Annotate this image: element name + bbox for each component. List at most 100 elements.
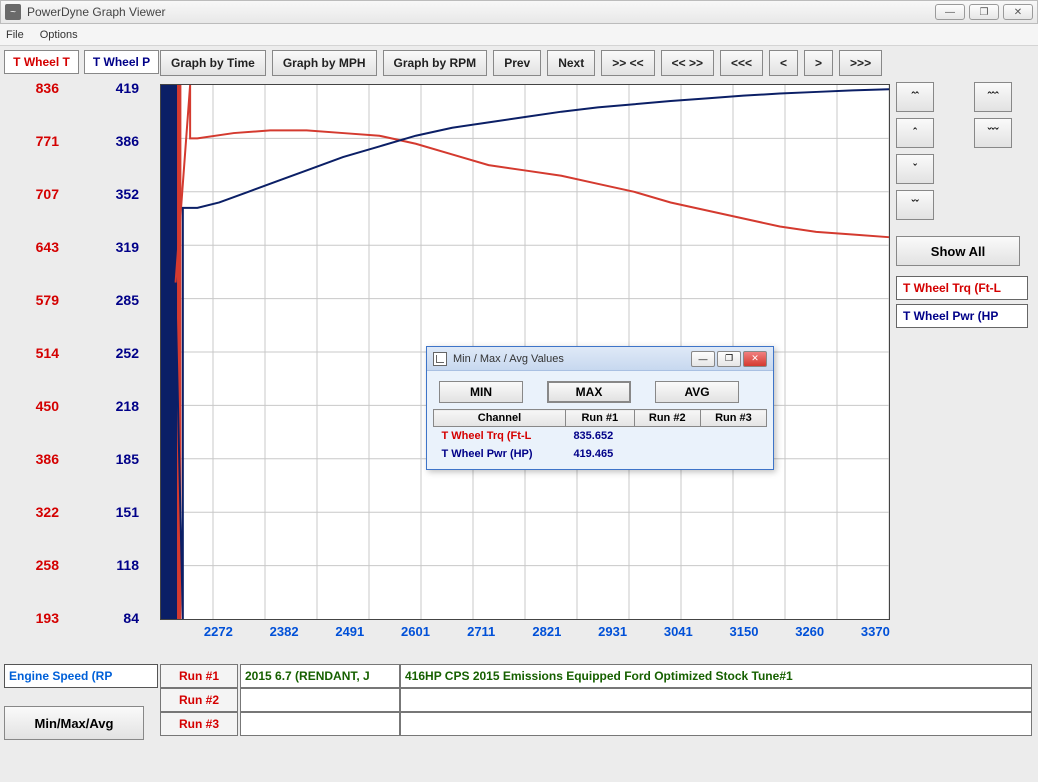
x-tick: 3260 (795, 624, 824, 639)
min-max-avg-popup: Min / Max / Avg Values — ❐ ✕ MIN MAX AVG C… (426, 346, 774, 470)
runs-footer: Engine Speed (RP Min/Max/Avg Run #1Run #… (4, 664, 1032, 740)
y-tick-torque: 386 (4, 451, 59, 467)
x-tick: 3041 (664, 624, 693, 639)
zoom-y-fast-button-1[interactable]: ˇˇˇ (974, 118, 1012, 148)
y-tick-torque: 579 (4, 292, 59, 308)
popup-icon (433, 352, 447, 366)
toolbar-button-4[interactable]: Next (547, 50, 595, 76)
x-tick: 2821 (532, 624, 561, 639)
y-tick-power: 84 (84, 610, 139, 626)
show-all-button[interactable]: Show All (896, 236, 1020, 266)
zoom-y-button-0[interactable]: ˆˆ (896, 82, 934, 112)
y-axis-area: T Wheel T T Wheel P 836 419 771 386 707 352 64… (4, 50, 159, 638)
chart-area: Graph by TimeGraph by MPHGraph by RPMPre… (160, 50, 890, 638)
y-tick-power: 419 (84, 80, 139, 96)
run2-vehicle (240, 688, 400, 712)
y-tick-torque: 193 (4, 610, 59, 626)
menubar: File Options (0, 24, 1038, 46)
popup-col-header: Run #1 (565, 410, 634, 427)
run2-tune (400, 688, 1032, 712)
run3-vehicle (240, 712, 400, 736)
popup-col-header: Channel (434, 410, 566, 427)
y-tick-power: 252 (84, 345, 139, 361)
y-tick-torque: 450 (4, 398, 59, 414)
popup-value-run1: 419.465 (565, 445, 634, 463)
toolbar-button-3[interactable]: Prev (493, 50, 541, 76)
run3-tune (400, 712, 1032, 736)
toolbar-button-9[interactable]: > (804, 50, 833, 76)
popup-close-button[interactable]: ✕ (743, 351, 767, 367)
window-close-button[interactable]: ✕ (1003, 4, 1033, 20)
window-minimize-button[interactable]: — (935, 4, 965, 20)
y-tick-power: 285 (84, 292, 139, 308)
popup-col-header: Run #3 (700, 410, 766, 427)
run1-vehicle: 2015 6.7 (RENDANT, J (240, 664, 400, 688)
run-label-2[interactable]: Run #2 (160, 688, 238, 712)
x-axis-label-box[interactable]: Engine Speed (RP (4, 664, 158, 688)
popup-col-header: Run #2 (634, 410, 700, 427)
window-title: PowerDyne Graph Viewer (27, 5, 166, 19)
y-tick-power: 151 (84, 504, 139, 520)
graph-toolbar: Graph by TimeGraph by MPHGraph by RPMPre… (160, 50, 890, 78)
y-axis-header-torque[interactable]: T Wheel T (4, 50, 79, 74)
y-tick-power: 118 (84, 557, 139, 573)
x-tick: 2382 (270, 624, 299, 639)
y-tick-torque: 322 (4, 504, 59, 520)
y-tick-torque: 643 (4, 239, 59, 255)
torque-series (176, 85, 889, 283)
x-tick: 2491 (335, 624, 364, 639)
x-tick: 3150 (730, 624, 759, 639)
min-max-avg-button[interactable]: Min/Max/Avg (4, 706, 144, 740)
toolbar-button-2[interactable]: Graph by RPM (383, 50, 488, 76)
toolbar-button-0[interactable]: Graph by Time (160, 50, 266, 76)
popup-channel: T Wheel Pwr (HP) (434, 445, 566, 463)
popup-minimize-button[interactable]: — (691, 351, 715, 367)
menu-file[interactable]: File (6, 29, 24, 41)
y-tick-torque: 836 (4, 80, 59, 96)
toolbar-button-8[interactable]: < (769, 50, 798, 76)
popup-tab-max[interactable]: MAX (547, 381, 631, 403)
zoom-y-button-3[interactable]: ˇˇ (896, 190, 934, 220)
run-label-1[interactable]: Run #1 (160, 664, 238, 688)
y-tick-power: 185 (84, 451, 139, 467)
right-controls: ˆˆˆˇˇˇ ˆˆˆˇˇˇ Show All T Wheel Trq (Ft-L… (896, 82, 1034, 328)
popup-tab-avg[interactable]: AVG (655, 381, 739, 403)
y-tick-power: 386 (84, 133, 139, 149)
popup-value-run1: 835.652 (565, 427, 634, 446)
popup-title: Min / Max / Avg Values (453, 353, 564, 365)
popup-maximize-button[interactable]: ❐ (717, 351, 741, 367)
y-tick-power: 319 (84, 239, 139, 255)
toolbar-button-10[interactable]: >>> (839, 50, 882, 76)
popup-channel: T Wheel Trq (Ft-L (434, 427, 566, 446)
y-tick-torque: 771 (4, 133, 59, 149)
toolbar-button-5[interactable]: >> << (601, 50, 654, 76)
y-tick-power: 352 (84, 186, 139, 202)
x-axis-labels: 2272 2382 2491 2601 2711 2821 2931 3041 3150 3260… (160, 624, 890, 642)
toolbar-button-6[interactable]: << >> (661, 50, 714, 76)
legend-torque[interactable]: T Wheel Trq (Ft-L (896, 276, 1028, 300)
x-tick: 2931 (598, 624, 627, 639)
x-tick: 2601 (401, 624, 430, 639)
y-tick-torque: 514 (4, 345, 59, 361)
x-tick: 2711 (467, 624, 495, 639)
app-icon (5, 4, 21, 20)
x-tick: 3370 (861, 624, 890, 639)
toolbar-button-1[interactable]: Graph by MPH (272, 50, 377, 76)
window-maximize-button[interactable]: ❐ (969, 4, 999, 20)
popup-titlebar[interactable]: Min / Max / Avg Values — ❐ ✕ (427, 347, 773, 371)
y-tick-torque: 707 (4, 186, 59, 202)
legend-power[interactable]: T Wheel Pwr (HP (896, 304, 1028, 328)
run1-tune: 416HP CPS 2015 Emissions Equipped Ford O… (400, 664, 1032, 688)
zoom-y-button-2[interactable]: ˇ (896, 154, 934, 184)
y-axis-header-power[interactable]: T Wheel P (84, 50, 159, 74)
x-tick: 2272 (204, 624, 233, 639)
y-tick-torque: 258 (4, 557, 59, 573)
toolbar-button-7[interactable]: <<< (720, 50, 763, 76)
menu-options[interactable]: Options (40, 29, 78, 41)
window-titlebar: PowerDyne Graph Viewer — ❐ ✕ (0, 0, 1038, 24)
zoom-y-fast-button-0[interactable]: ˆˆˆ (974, 82, 1012, 112)
run-label-3[interactable]: Run #3 (160, 712, 238, 736)
zoom-y-button-1[interactable]: ˆ (896, 118, 934, 148)
popup-tab-min[interactable]: MIN (439, 381, 523, 403)
popup-table: ChannelRun #1Run #2Run #3 T Wheel Trq (F… (433, 409, 767, 463)
